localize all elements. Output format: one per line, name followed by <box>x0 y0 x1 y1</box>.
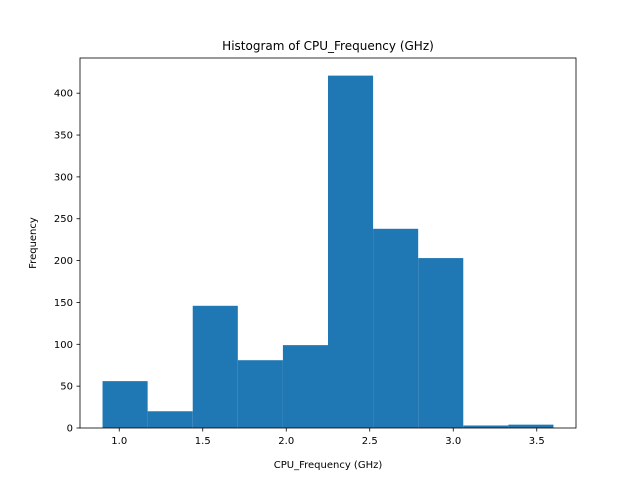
x-axis-title: CPU_Frequency (GHz) <box>274 460 383 471</box>
y-tick-label: 150 <box>54 298 73 309</box>
histogram-bar <box>282 345 328 428</box>
x-tick-label: 2.5 <box>362 436 378 447</box>
y-tick-label: 400 <box>54 89 73 100</box>
y-tick-label: 200 <box>54 256 73 267</box>
y-tick-label: 100 <box>54 340 73 351</box>
histogram-bar <box>237 360 283 428</box>
y-tick-label: 250 <box>54 214 73 225</box>
y-axis-title: Frequency <box>28 217 39 269</box>
x-tick-label: 1.5 <box>195 436 211 447</box>
bars-group <box>102 75 554 428</box>
plot-frame <box>79 57 577 429</box>
histogram-bar <box>418 258 464 428</box>
histogram-bar <box>192 305 238 428</box>
x-tick-label: 1.0 <box>111 436 127 447</box>
y-tick-label: 350 <box>54 131 73 142</box>
y-axis-ticks: 0 50 100 150 200 250 300 350 400 <box>54 89 80 435</box>
x-tick-label: 3.0 <box>445 436 461 447</box>
y-tick-label: 0 <box>67 424 73 435</box>
histogram-bar <box>102 381 148 428</box>
y-tick-label: 300 <box>54 172 73 183</box>
x-tick-label: 3.5 <box>529 436 545 447</box>
histogram-bar <box>508 424 554 428</box>
chart-title: Histogram of CPU_Frequency (GHz) <box>222 39 434 53</box>
histogram-bar <box>373 228 419 428</box>
histogram-bar <box>147 411 193 428</box>
histogram-bar <box>328 75 374 428</box>
y-tick-label: 50 <box>60 382 73 393</box>
x-axis-ticks: 1.0 1.5 2.0 2.5 3.0 3.5 <box>111 428 545 447</box>
histogram-bar <box>463 425 509 428</box>
x-tick-label: 2.0 <box>278 436 294 447</box>
